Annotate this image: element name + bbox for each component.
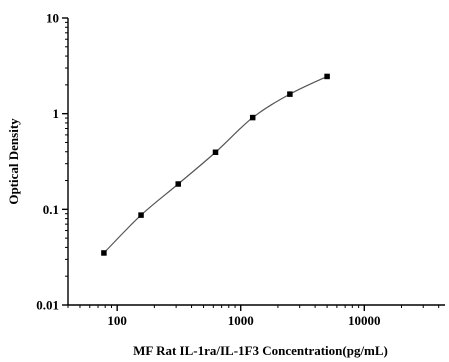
y-axis-title: Optical Density (6, 118, 21, 205)
x-tick-label: 10000 (348, 313, 381, 328)
axes: 0.01 0.1 1 10 100 1000 10000 (36, 11, 445, 328)
fit-curve (103, 75, 328, 254)
x-tick-label: 100 (107, 313, 127, 328)
data-point (138, 212, 144, 218)
data-point (175, 181, 181, 187)
fit-curve-layer (103, 75, 328, 254)
data-point (324, 73, 330, 80)
x-tick-label: 1000 (228, 313, 254, 328)
data-point (287, 91, 293, 97)
y-tick-label: 0.01 (36, 298, 59, 313)
data-point (101, 250, 107, 256)
data-markers (101, 73, 330, 256)
y-tick-label: 1 (53, 106, 60, 121)
data-point (249, 114, 256, 121)
data-point (212, 149, 219, 156)
x-axis-title: MF Rat IL-1ra/IL-1F3 Concentration(pg/mL… (133, 343, 388, 358)
y-tick-label: 0.1 (43, 202, 59, 217)
y-tick-label: 10 (46, 11, 59, 26)
